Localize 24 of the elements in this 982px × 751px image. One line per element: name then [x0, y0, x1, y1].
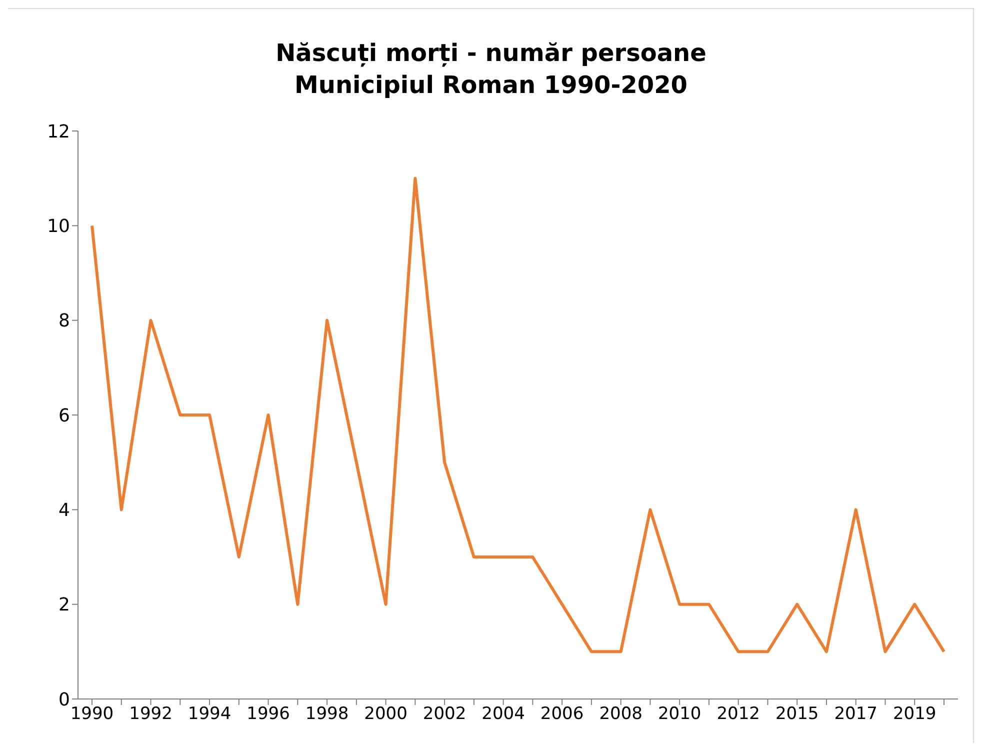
line-series — [90, 176, 946, 654]
x-tick-label: 1992 — [129, 704, 172, 724]
y-tick-label: 10 — [47, 216, 70, 238]
chart-title: Născuți morți - număr persoane Municipiul Roman 1990-2020 — [274, 38, 708, 101]
x-tick-label: 2000 — [364, 704, 408, 724]
y-tick-label: 8 — [58, 310, 70, 332]
y-tick-label: 2 — [58, 594, 70, 616]
x-tick-label: 1998 — [305, 704, 349, 724]
x-tick-label: 2019 — [892, 704, 936, 724]
y-tick-label: 6 — [58, 405, 70, 426]
y-tick-label: 0 — [58, 689, 70, 710]
y-tick-label: 12 — [47, 121, 70, 142]
x-tick-label: 1994 — [188, 704, 232, 724]
x-tick-label: 1990 — [70, 704, 114, 724]
x-tick-label: 2006 — [540, 704, 584, 724]
x-tick-label: 2015 — [775, 704, 819, 724]
x-tick-label: 2002 — [422, 704, 466, 724]
x-tick-label: 2012 — [716, 704, 760, 724]
x-tick-label: 2010 — [658, 704, 702, 724]
x-tick-label: 2008 — [599, 704, 642, 724]
x-tick-label: 2004 — [482, 704, 525, 724]
x-tick-label: 2017 — [834, 704, 878, 724]
x-tick-label: 1996 — [246, 704, 290, 724]
y-tick-label: 4 — [58, 500, 70, 522]
